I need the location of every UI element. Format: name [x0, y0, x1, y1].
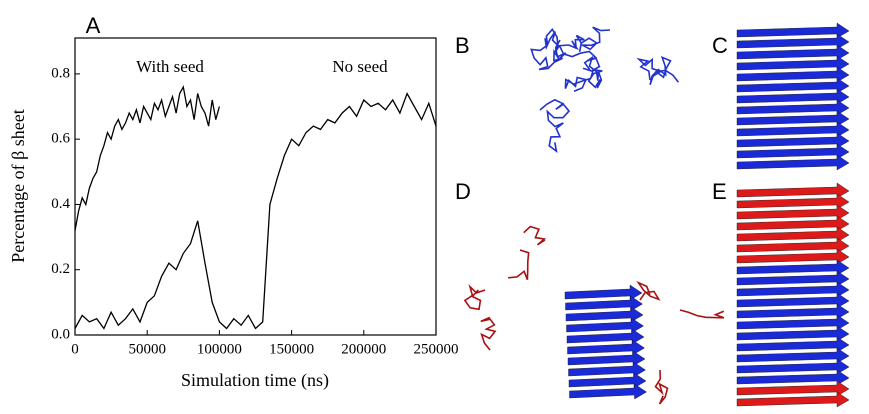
strand — [736, 66, 850, 83]
structure — [679, 309, 725, 319]
x-tick-label: 250000 — [414, 341, 459, 357]
strand — [736, 325, 850, 342]
strand — [736, 237, 850, 254]
strand — [736, 336, 850, 353]
panel-label: B — [455, 33, 470, 58]
strand — [566, 328, 645, 345]
x-tick-label: 200000 — [341, 341, 386, 357]
structure — [530, 27, 567, 71]
structure — [508, 249, 530, 280]
strand — [736, 303, 850, 320]
strand — [736, 182, 850, 199]
strand — [566, 317, 644, 334]
strand — [736, 143, 850, 160]
strand — [736, 121, 850, 138]
strand — [736, 369, 850, 386]
strand — [567, 339, 645, 356]
y-tick-label: 0.2 — [51, 261, 70, 277]
y-tick-label: 0.8 — [51, 65, 70, 81]
x-tick-label: 50000 — [128, 341, 166, 357]
strand — [736, 99, 850, 116]
panel-label: A — [86, 13, 101, 38]
structure — [480, 316, 497, 351]
x-tick-label: 0 — [71, 341, 79, 357]
strand — [564, 284, 643, 301]
strand — [736, 88, 850, 105]
strand — [565, 306, 644, 323]
strand — [736, 347, 850, 364]
panel-label: D — [455, 179, 471, 204]
x-tick-label: 100000 — [197, 341, 242, 357]
strand — [736, 44, 850, 61]
panel-label: C — [712, 33, 728, 58]
y-tick-label: 0.0 — [51, 326, 70, 342]
strand — [736, 33, 850, 50]
strand — [736, 204, 850, 221]
y-tick-label: 0.4 — [51, 196, 70, 212]
strand — [736, 259, 850, 276]
structure — [636, 55, 680, 86]
strand — [736, 22, 850, 39]
strand — [736, 292, 850, 309]
strand — [736, 154, 850, 171]
structure — [654, 369, 669, 405]
strand — [569, 383, 647, 400]
structure — [558, 26, 611, 72]
strand — [736, 215, 850, 232]
strand — [568, 372, 647, 389]
x-tick-label: 150000 — [269, 341, 314, 357]
x-axis-label: Simulation time (ns) — [181, 370, 329, 391]
structure — [463, 284, 486, 311]
strand — [736, 270, 850, 287]
strand — [736, 281, 850, 298]
structure — [523, 225, 547, 246]
strand — [736, 55, 850, 72]
strand — [736, 132, 850, 149]
strand — [736, 193, 850, 210]
strand — [567, 350, 646, 367]
strand — [736, 248, 850, 265]
strand — [736, 391, 850, 408]
strand — [736, 110, 850, 127]
structure — [539, 98, 571, 154]
strand — [736, 380, 850, 397]
plot-frame — [74, 37, 437, 336]
line — [74, 91, 437, 330]
panel-label: E — [712, 179, 727, 204]
structure — [564, 55, 603, 92]
annotation: No seed — [332, 57, 388, 76]
strand — [736, 226, 850, 243]
y-axis-label: Percentage of β sheet — [8, 109, 28, 263]
strand — [568, 361, 646, 378]
line — [74, 85, 221, 231]
strand — [736, 314, 850, 331]
strand — [565, 295, 643, 312]
annotation: With seed — [136, 57, 204, 76]
strand — [736, 358, 850, 375]
y-tick-label: 0.6 — [51, 131, 70, 147]
structure — [636, 280, 661, 301]
strand — [736, 77, 850, 94]
